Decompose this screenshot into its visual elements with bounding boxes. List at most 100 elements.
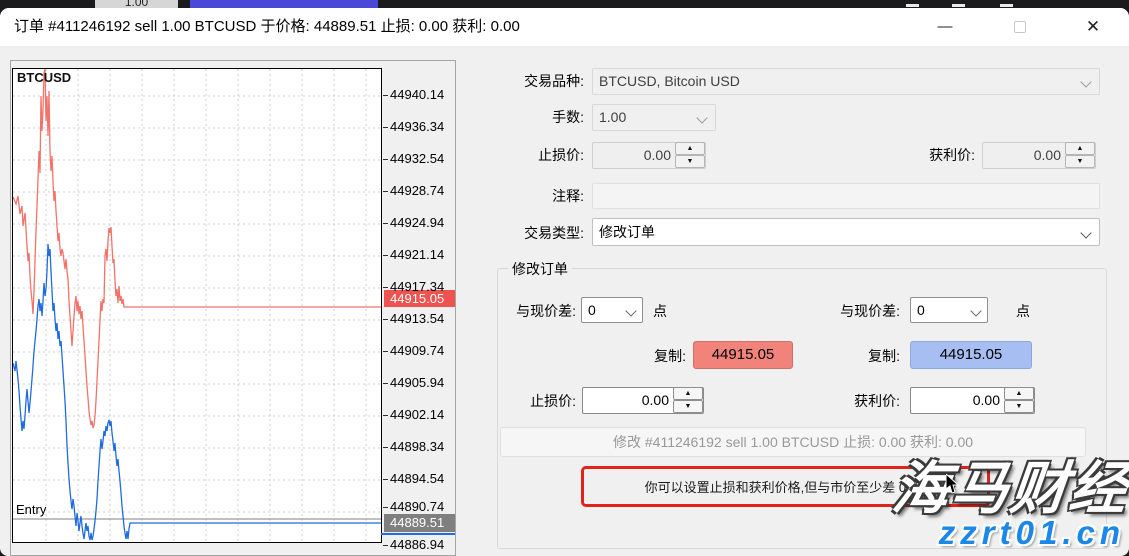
- scale-tick: [383, 191, 388, 192]
- scale-tick: [383, 95, 388, 96]
- scale-tick: [383, 415, 388, 416]
- tp-diff-value: 0: [917, 302, 925, 318]
- take-profit-value: 0.00: [1033, 147, 1061, 163]
- spin-down-icon[interactable]: ▼: [1065, 155, 1095, 168]
- ask-price-badge: 44915.05: [384, 290, 455, 307]
- scale-tick: [383, 287, 388, 288]
- sl-copy-label: 复制:: [654, 348, 686, 364]
- tick-chart-plot: BTCUSD Entry: [12, 68, 382, 543]
- background-blue-button-fragment: [190, 0, 378, 9]
- comment-input[interactable]: [592, 183, 1100, 209]
- tp-copy-label: 复制:: [868, 348, 900, 364]
- volume-select[interactable]: 1.00: [592, 104, 716, 131]
- scale-tick: [383, 447, 388, 448]
- sl-points-unit: 点: [653, 303, 667, 319]
- spin-up-icon[interactable]: ▲: [1004, 387, 1034, 400]
- tp-points-unit: 点: [1016, 303, 1030, 319]
- price-scale-label: 44890.74: [390, 499, 445, 514]
- minimize-button[interactable]: —: [922, 8, 968, 46]
- scale-tick: [383, 507, 388, 508]
- background-glyph-fragment: [952, 4, 965, 7]
- volume-label: 手数:: [552, 109, 584, 125]
- mouse-cursor-icon: [946, 474, 960, 494]
- volume-value: 1.00: [599, 109, 627, 125]
- background-glyph-fragment: [1000, 4, 1013, 7]
- scale-tick: [383, 159, 388, 160]
- price-scale-label: 44928.74: [390, 183, 445, 198]
- spin-down-icon[interactable]: ▼: [673, 400, 703, 413]
- take-profit-input[interactable]: 0.00 ▲ ▼: [982, 142, 1096, 169]
- warning-box: 你可以设置止损和获利价格,但与市价至少差 0 点.: [581, 466, 990, 507]
- spin-up-icon[interactable]: ▲: [1065, 142, 1095, 155]
- stop-loss-input[interactable]: 0.00 ▲ ▼: [592, 142, 706, 169]
- price-scale: 44915.05 44889.51 44940.14 44936.34 44932.…: [381, 68, 455, 554]
- group-tp-price-value: 0.00: [972, 392, 1000, 408]
- scale-tick: [383, 255, 388, 256]
- entry-price-badge: 44889.51: [384, 514, 455, 532]
- tp-diff-label: 与现价差:: [840, 303, 900, 319]
- minimize-icon: —: [937, 18, 953, 35]
- scale-tick: [383, 127, 388, 128]
- group-sl-price-input[interactable]: 0.00 ▲ ▼: [582, 387, 704, 414]
- sl-copy-price-button[interactable]: 44915.05: [693, 341, 793, 369]
- background-app-strip: 1.00: [0, 0, 1129, 10]
- symbol-value: BTCUSD, Bitcoin USD: [599, 73, 740, 89]
- order-type-value: 修改订单: [599, 224, 655, 240]
- chevron-down-icon: [625, 305, 637, 317]
- spin-down-icon[interactable]: ▼: [1004, 400, 1034, 413]
- take-profit-label: 获利价:: [929, 147, 975, 163]
- maximize-button[interactable]: [997, 8, 1043, 46]
- chevron-down-icon: [1080, 227, 1092, 239]
- price-scale-label: 44905.94: [390, 375, 445, 390]
- scale-tick: [383, 479, 388, 480]
- groupbox-legend: 修改订单: [508, 260, 572, 278]
- sl-diff-value: 0: [588, 302, 596, 318]
- scale-tick: [383, 351, 388, 352]
- stop-loss-value: 0.00: [643, 147, 671, 163]
- tp-diff-select[interactable]: 0: [910, 297, 988, 323]
- group-tp-price-input[interactable]: 0.00 ▲ ▼: [910, 387, 1035, 414]
- warning-text: 你可以设置止损和获利价格,但与市价至少差 0 点.: [644, 480, 927, 495]
- chevron-down-icon: [696, 112, 708, 124]
- background-glyph-fragment: [906, 4, 919, 7]
- watermark-brand: 海马财经: [889, 457, 1129, 521]
- group-sl-price-value: 0.00: [641, 392, 669, 408]
- bid-price-marker-line: [381, 533, 455, 535]
- comment-label: 注释:: [552, 188, 584, 204]
- price-scale-label: 44921.14: [390, 247, 445, 262]
- sl-diff-select[interactable]: 0: [581, 297, 643, 323]
- symbol-select[interactable]: BTCUSD, Bitcoin USD: [592, 68, 1100, 95]
- price-scale-label: 44913.54: [390, 311, 445, 326]
- price-scale-label: 44902.14: [390, 407, 445, 422]
- price-scale-label: 44909.74: [390, 343, 445, 358]
- titlebar: 订单 #411246192 sell 1.00 BTCUSD 于价格: 4488…: [0, 8, 1129, 46]
- symbol-label: 交易品种:: [524, 73, 584, 89]
- stop-loss-label: 止损价:: [538, 147, 584, 163]
- entry-line-label: Entry: [16, 502, 47, 517]
- price-scale-label: 44924.94: [390, 215, 445, 230]
- order-type-select[interactable]: 修改订单: [592, 218, 1100, 246]
- watermark-url: zzrt01.cn: [938, 514, 1125, 551]
- price-scale-label: 44940.14: [390, 87, 445, 102]
- price-scale-label: 44894.54: [390, 471, 445, 486]
- chart-svg: [13, 69, 381, 542]
- modify-order-groupbox: 修改订单: [497, 260, 1107, 549]
- price-scale-label: 44917.34: [390, 279, 445, 294]
- maximize-icon: [1014, 21, 1026, 34]
- spin-down-icon[interactable]: ▼: [675, 155, 705, 168]
- modify-order-button[interactable]: 修改 #411246192 sell 1.00 BTCUSD 止损: 0.00 …: [500, 427, 1086, 457]
- spin-up-icon[interactable]: ▲: [675, 142, 705, 155]
- spin-up-icon[interactable]: ▲: [673, 387, 703, 400]
- price-scale-label: 44936.34: [390, 119, 445, 134]
- tp-copy-price-button[interactable]: 44915.05: [910, 341, 1032, 369]
- background-lot-fragment: 1.00: [95, 0, 178, 9]
- scale-tick: [383, 319, 388, 320]
- close-button[interactable]: ✕: [1070, 8, 1116, 46]
- tick-chart-panel: BTCUSD Entry 44915.05 44889.51 44940.14 4…: [10, 60, 456, 556]
- scale-tick: [383, 545, 388, 546]
- scale-tick: [383, 383, 388, 384]
- chevron-down-icon: [1080, 76, 1092, 88]
- price-scale-label: 44898.34: [390, 439, 445, 454]
- group-sl-price-label: 止损价:: [530, 393, 576, 409]
- chart-symbol-label: BTCUSD: [17, 70, 72, 85]
